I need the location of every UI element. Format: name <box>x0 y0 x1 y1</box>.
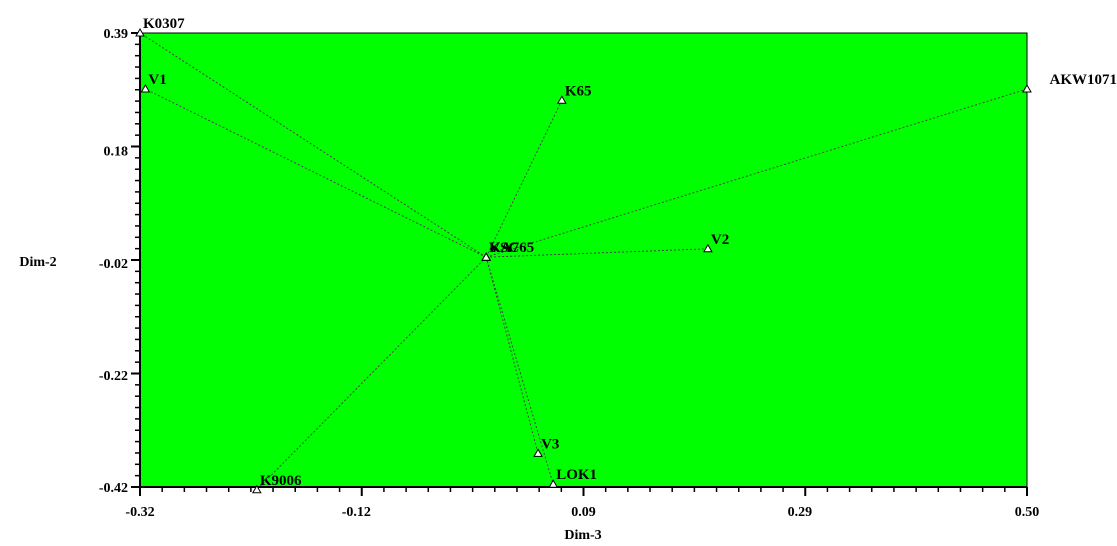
x-axis-title: Dim-3 <box>564 528 601 541</box>
x-tick-label: -0.12 <box>342 505 371 520</box>
y-tick-label: -0.02 <box>99 257 128 272</box>
plot-area <box>140 33 1027 487</box>
y-tick-label: 0.39 <box>104 27 129 42</box>
point-label: AKW1071 <box>1050 72 1117 88</box>
y-axis-title: Dim-2 <box>19 255 56 270</box>
y-axis: 0.39 0.18 -0.02 -0.22 -0.42 <box>99 27 140 496</box>
x-axis: -0.32 -0.12 0.09 0.29 0.50 <box>125 487 1039 520</box>
x-tick-label: 0.50 <box>1015 505 1040 520</box>
point-label: LOK1 <box>556 467 597 483</box>
y-tick-label: -0.22 <box>99 369 128 384</box>
point-label: K65 <box>565 83 592 99</box>
x-tick-label: -0.32 <box>125 505 154 520</box>
point-label: V1 <box>148 72 166 88</box>
point-label: V3 <box>541 436 559 452</box>
point-label: V2 <box>711 232 729 248</box>
x-tick-label: 0.09 <box>571 505 596 520</box>
x-tick-label: 0.29 <box>788 505 813 520</box>
y-tick-label: -0.42 <box>99 481 128 496</box>
point-label: K9006 <box>260 473 302 489</box>
y-tick-label: 0.18 <box>104 145 129 160</box>
point-label: K0307 <box>143 16 185 32</box>
point-label: KA765 <box>489 240 534 256</box>
